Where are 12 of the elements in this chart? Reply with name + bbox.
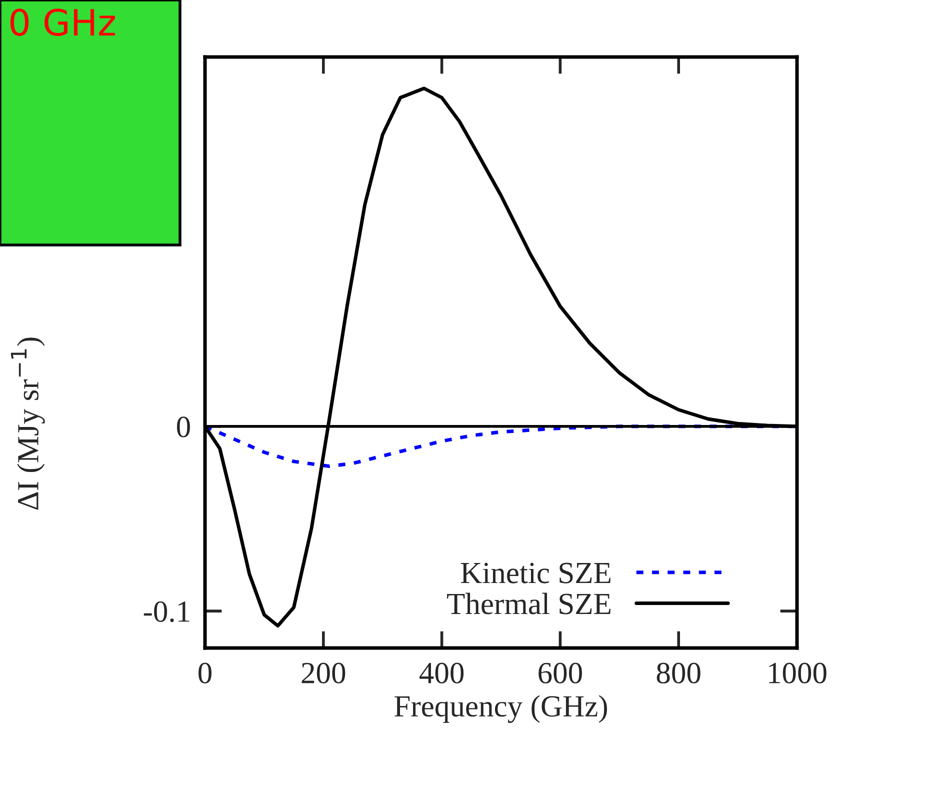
x-tick-label: 800	[656, 662, 700, 684]
text: 0 GHz	[10, 8, 115, 36]
y-tick-label: -0.1	[144, 601, 190, 622]
legend-label: Kinetic SZE	[460, 562, 610, 584]
x-tick-label: 400	[419, 662, 464, 684]
x-axis-title: Frequency (GHz)	[394, 695, 607, 723]
x-tick-label: 200	[302, 662, 346, 684]
y-axis-title: ΔI (MJy sr$^{−1}$)	[10, 338, 45, 510]
x-tick-label: 600	[538, 662, 582, 684]
legend-label: Thermal SZE	[447, 592, 610, 614]
x-tick-label: 1000	[769, 662, 826, 684]
x-tick-label: 0	[198, 662, 212, 684]
